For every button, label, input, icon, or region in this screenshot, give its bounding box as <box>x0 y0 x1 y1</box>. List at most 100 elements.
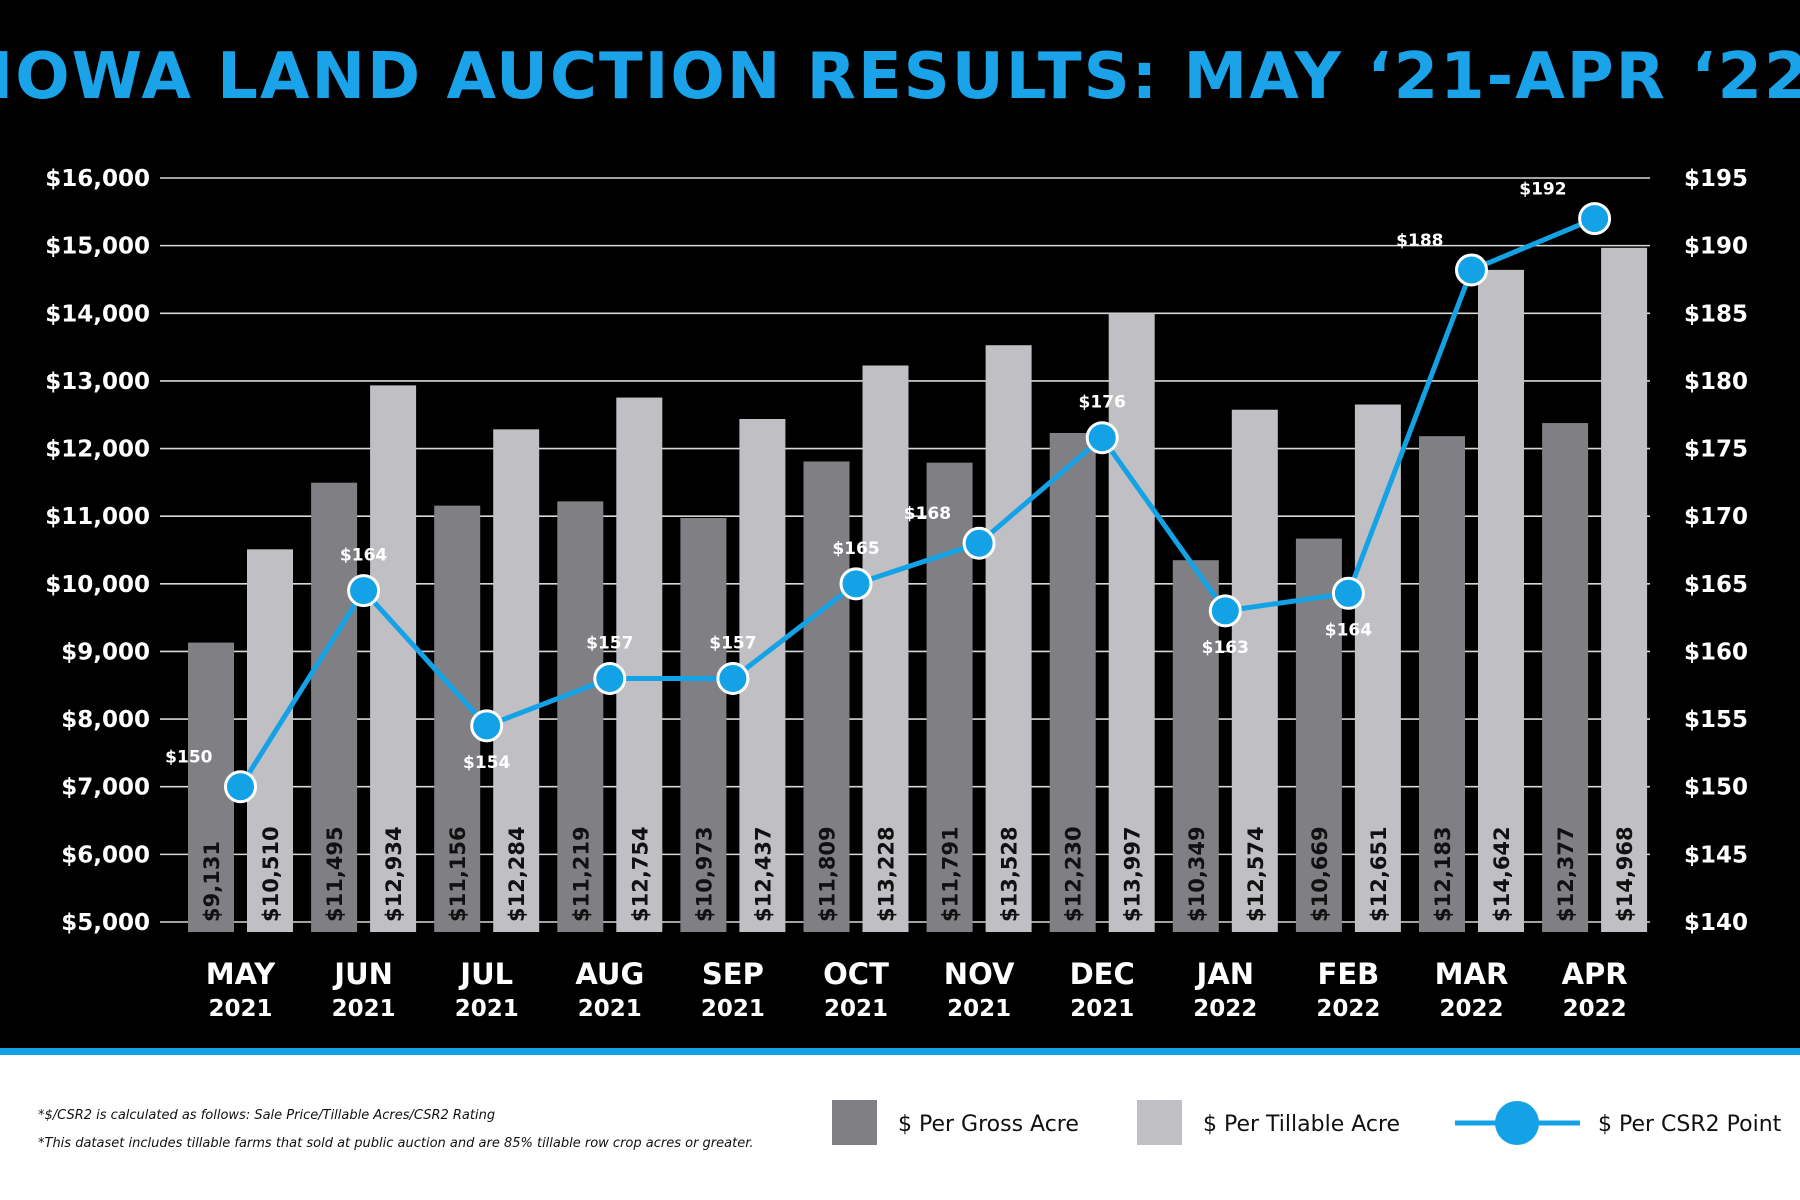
left-y-tick-label: $6,000 <box>61 842 150 868</box>
csr2-point-label: $154 <box>463 753 510 773</box>
tillable-acre-bar-value-label: $14,968 <box>1613 826 1637 922</box>
x-axis-year-label: 2022 <box>1439 996 1503 1022</box>
x-axis-month-label: FEB <box>1318 957 1380 991</box>
x-axis-year-label: 2021 <box>1070 996 1134 1022</box>
left-y-tick-label: $7,000 <box>61 775 150 801</box>
tillable-acre-bar-value-label: $12,284 <box>505 826 529 922</box>
csr2-point-label: $157 <box>586 634 633 654</box>
legend-swatch-gross-acre <box>832 1100 877 1145</box>
right-y-tick-label: $170 <box>1684 504 1748 530</box>
left-y-tick-label: $14,000 <box>45 301 150 327</box>
left-y-tick-label: $12,000 <box>45 437 150 463</box>
csr2-point-label: $164 <box>340 546 387 566</box>
x-axis-year-label: 2021 <box>947 996 1011 1022</box>
tillable-acre-bar-value-label: $14,642 <box>1490 826 1514 922</box>
tillable-acre-bar-value-label: $10,510 <box>259 826 283 922</box>
left-y-axis: $5,000 $6,000 $7,000 $8,000 $9,000 $10,000 $11… <box>45 166 150 936</box>
right-y-tick-label: $175 <box>1684 437 1748 463</box>
csr2-point <box>1085 421 1119 455</box>
csr2-point <box>593 662 627 696</box>
csr2-point-label: $150 <box>165 748 212 768</box>
x-axis-year-label: 2022 <box>1193 996 1257 1022</box>
right-y-axis: $140 $145 $150 $155 $160 $165 $170 $175 $180 $185… <box>1684 166 1748 936</box>
x-axis-month-label: APR <box>1562 957 1628 991</box>
csr2-line <box>238 216 1596 789</box>
tillable-acre-bar-value-label: $12,934 <box>382 826 406 922</box>
bar-series: $9,131 $10,510 $11,495 $12,934 $11,156 $12,28… <box>188 247 1648 933</box>
csr2-point-label: $164 <box>1325 620 1372 640</box>
right-y-tick-label: $150 <box>1684 775 1748 801</box>
right-y-tick-label: $190 <box>1684 234 1748 260</box>
footer: *$/CSR2 is calculated as follows: Sale P… <box>38 1108 754 1151</box>
x-axis-year-label: 2021 <box>578 996 642 1022</box>
gross-acre-bar-value-label: $11,809 <box>816 826 840 922</box>
gross-acre-bar <box>1172 560 1219 932</box>
tillable-acre-bar <box>1601 247 1648 932</box>
left-y-tick-label: $8,000 <box>61 707 150 733</box>
left-y-tick-label: $5,000 <box>61 910 150 936</box>
tillable-acre-bar <box>370 385 417 933</box>
csr2-point <box>839 567 873 601</box>
gross-acre-bar-value-label: $9,131 <box>200 841 224 922</box>
csr2-point <box>1208 594 1242 628</box>
legend-label-csr2: $ Per CSR2 Point <box>1598 1112 1782 1137</box>
x-axis-month-label: OCT <box>823 957 889 991</box>
chart-title: IOWA LAND AUCTION RESULTS: MAY ‘21-APR ‘… <box>0 40 1800 114</box>
csr2-point-label: $165 <box>832 539 879 559</box>
tillable-acre-bar <box>493 429 540 932</box>
gross-acre-bar <box>1542 423 1589 932</box>
legend-marker-csr2 <box>1495 1101 1539 1145</box>
tillable-acre-bar <box>1231 409 1278 932</box>
csr2-point <box>716 662 750 696</box>
gross-acre-bar-value-label: $12,377 <box>1554 826 1578 922</box>
x-axis-year-label: 2021 <box>332 996 396 1022</box>
right-y-tick-label: $140 <box>1684 910 1748 936</box>
gross-acre-bar-value-label: $11,156 <box>446 826 470 922</box>
right-y-tick-label: $155 <box>1684 707 1748 733</box>
left-y-tick-label: $9,000 <box>61 639 150 665</box>
footnote-dataset: *This dataset includes tillable farms th… <box>38 1136 754 1151</box>
gross-acre-bar <box>1295 538 1342 932</box>
tillable-acre-bar-value-label: $13,228 <box>875 826 899 922</box>
gross-acre-bar-value-label: $11,495 <box>323 826 347 922</box>
tillable-acre-bar <box>1108 313 1155 932</box>
csr2-line-series: $150 $164 $154 $157 $157 $165 $168 $176 $163 $164… <box>165 180 1612 804</box>
left-y-tick-label: $16,000 <box>45 166 150 192</box>
x-axis-year-label: 2022 <box>1563 996 1627 1022</box>
gross-acre-bar <box>680 518 727 932</box>
x-axis-month-label: MAR <box>1435 957 1509 991</box>
gross-acre-bar <box>1049 432 1096 932</box>
x-axis-year-label: 2021 <box>701 996 765 1022</box>
left-y-tick-label: $13,000 <box>45 369 150 395</box>
gross-acre-bar <box>1419 436 1465 932</box>
tillable-acre-bar-value-label: $12,437 <box>751 826 775 922</box>
tillable-acre-bar <box>862 365 909 932</box>
x-axis-month-label: DEC <box>1070 957 1135 991</box>
csr2-point <box>1578 202 1612 236</box>
x-axis-month-label: MAY <box>206 957 277 991</box>
csr2-point-label: $188 <box>1396 231 1443 251</box>
left-y-tick-label: $10,000 <box>45 572 150 598</box>
tillable-acre-bar-value-label: $12,651 <box>1367 826 1391 922</box>
x-axis-month-label: NOV <box>944 957 1015 991</box>
legend-label-tillable-acre: $ Per Tillable Acre <box>1203 1112 1400 1137</box>
x-axis-month-label: AUG <box>575 957 644 991</box>
footnote-csr2: *$/CSR2 is calculated as follows: Sale P… <box>38 1108 495 1123</box>
legend-label-gross-acre: $ Per Gross Acre <box>898 1112 1079 1137</box>
left-y-tick-label: $15,000 <box>45 234 150 260</box>
gross-acre-bar <box>311 482 358 932</box>
tillable-acre-bar-value-label: $12,574 <box>1244 826 1268 922</box>
right-y-tick-label: $195 <box>1684 166 1748 192</box>
tillable-acre-bar-value-label: $12,754 <box>628 826 652 922</box>
csr2-point <box>1455 253 1488 287</box>
gross-acre-bar-value-label: $10,349 <box>1185 826 1209 922</box>
csr2-point <box>962 526 996 560</box>
tillable-acre-bar <box>1478 269 1524 932</box>
csr2-point <box>1331 576 1365 610</box>
x-axis: MAY 2021 JUN 2021 JUL 2021 AUG 2021 SEP 2021 OCT 20… <box>206 957 1628 1022</box>
csr2-point-label: $176 <box>1079 393 1126 413</box>
right-y-tick-label: $145 <box>1684 842 1748 868</box>
x-axis-month-label: JUL <box>458 957 513 991</box>
legend-swatch-tillable-acre <box>1137 1100 1182 1145</box>
